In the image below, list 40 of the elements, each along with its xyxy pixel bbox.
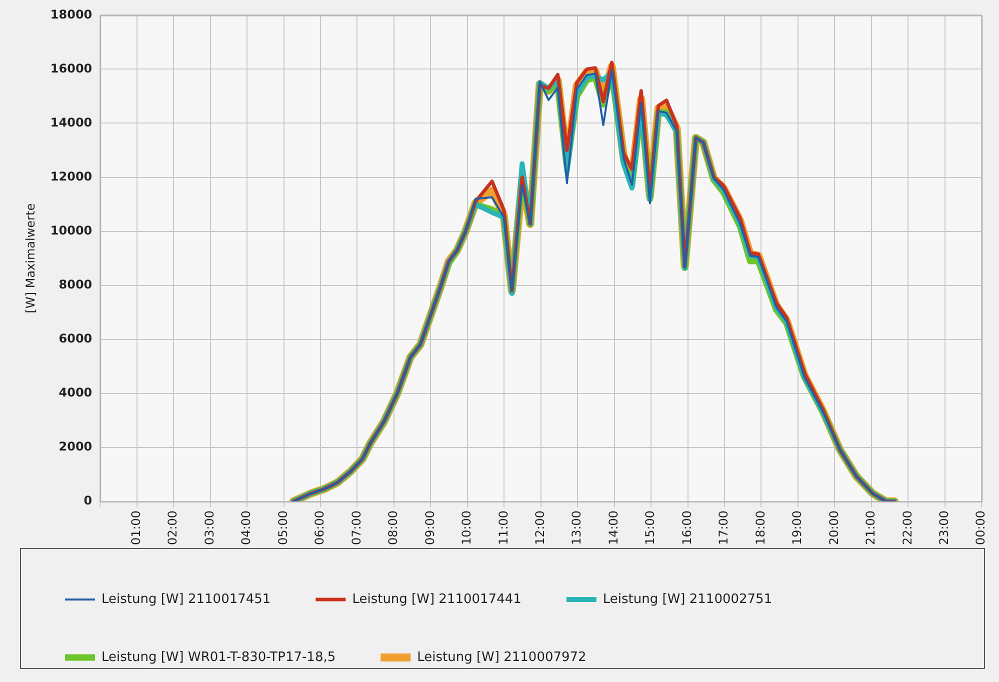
x-tick-label: 07:00 <box>349 510 364 546</box>
x-tick-label: 03:00 <box>202 510 216 546</box>
y-axis-title: [W] Maximalwerte <box>23 203 38 314</box>
x-tick-label: 11:00 <box>496 510 510 546</box>
y-tick-label: 10000 <box>50 223 92 238</box>
y-tick-label: 6000 <box>58 331 92 346</box>
legend-label: Leistung [W] 2110002751 <box>602 592 772 607</box>
x-tick-label: 23:00 <box>937 510 951 546</box>
y-tick-label: 2000 <box>58 440 92 454</box>
x-tick-label: 17:00 <box>716 510 731 546</box>
x-tick-label: 15:00 <box>643 510 658 546</box>
legend-label: Leistung [W] 2110007972 <box>417 650 586 665</box>
x-tick-label: 01:00 <box>129 510 143 546</box>
x-tick-label: 19:00 <box>790 510 804 546</box>
x-tick-label: 08:00 <box>386 510 400 546</box>
x-tick-label: 16:00 <box>680 510 694 546</box>
x-tick-label: 14:00 <box>606 510 620 546</box>
x-tick-label: 21:00 <box>864 510 878 546</box>
legend-label: Leistung [W] WR01-T-830-TP17-18,5 <box>102 650 336 665</box>
x-tick-label: 06:00 <box>312 510 327 546</box>
x-tick-label: 12:00 <box>533 510 547 546</box>
y-tick-label: 4000 <box>58 385 92 400</box>
x-tick-label: 18:00 <box>753 510 768 546</box>
x-tick-label: 22:00 <box>900 510 914 546</box>
x-tick-label: 20:00 <box>826 510 841 546</box>
y-tick-label: 12000 <box>50 169 92 184</box>
legend-label: Leistung [W] 2110017441 <box>352 592 522 607</box>
y-tick-label: 18000 <box>50 7 92 22</box>
y-tick-label: 14000 <box>50 115 92 130</box>
y-tick-label: 16000 <box>50 61 92 76</box>
x-tick-label: 10:00 <box>460 510 474 546</box>
x-tick-label: 09:00 <box>422 510 437 546</box>
x-tick-label: 05:00 <box>276 510 290 546</box>
x-tick-label: 13:00 <box>570 510 584 546</box>
legend-label: Leistung [W] 2110017451 <box>102 592 271 607</box>
x-tick-label: 02:00 <box>166 510 180 546</box>
y-tick-label: 0 <box>84 494 92 508</box>
x-tick-label: 04:00 <box>239 510 254 546</box>
x-tick-label: 00:00 <box>974 510 988 546</box>
y-tick-label: 8000 <box>58 277 92 292</box>
